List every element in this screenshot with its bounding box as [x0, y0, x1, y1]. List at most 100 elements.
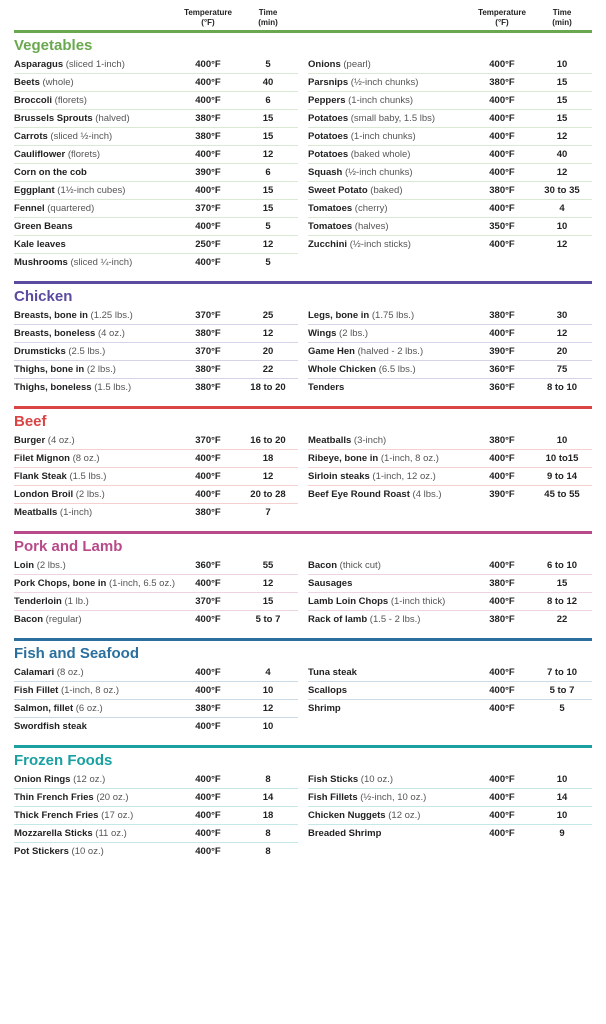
food-name: Potatoes (1-inch chunks) [308, 131, 472, 142]
section-title: Pork and Lamb [14, 538, 592, 555]
food-temp: 400°F [472, 792, 532, 803]
food-temp: 400°F [178, 453, 238, 464]
food-time: 15 [238, 596, 298, 607]
food-name: Meatballs (3-inch) [308, 435, 472, 446]
section: ChickenBreasts, bone in (1.25 lbs.)370°F… [14, 281, 592, 396]
food-temp: 400°F [178, 721, 238, 732]
right-column: Fish Sticks (10 oz.)400°F10Fish Fillets … [308, 771, 592, 860]
food-row: Bacon (thick cut)400°F6 to 10 [308, 557, 592, 575]
food-temp: 400°F [178, 810, 238, 821]
food-note: (baked whole) [348, 149, 410, 160]
food-name: Tomatoes (cherry) [308, 203, 472, 214]
food-time: 7 [238, 507, 298, 518]
food-note: (cherry) [352, 203, 387, 214]
food-row: Potatoes (baked whole)400°F40 [308, 146, 592, 164]
food-name: Chicken Nuggets (12 oz.) [308, 810, 472, 821]
food-name: Thighs, boneless (1.5 lbs.) [14, 382, 178, 393]
food-name: Onions (pearl) [308, 59, 472, 70]
food-name: Whole Chicken (6.5 lbs.) [308, 364, 472, 375]
section-bar [14, 281, 592, 284]
food-row: Pot Stickers (10 oz.)400°F8 [14, 843, 298, 860]
food-row: Swordfish steak400°F10 [14, 718, 298, 735]
food-time: 10 [532, 59, 592, 70]
food-name: Broccoli (florets) [14, 95, 178, 106]
food-note: (½-inch, 10 oz.) [358, 792, 427, 803]
food-temp: 400°F [472, 596, 532, 607]
food-temp: 400°F [472, 95, 532, 106]
food-temp: 400°F [472, 828, 532, 839]
food-temp: 380°F [178, 382, 238, 393]
food-name: Ribeye, bone in (1-inch, 8 oz.) [308, 453, 472, 464]
food-temp: 380°F [472, 310, 532, 321]
food-time: 20 [238, 346, 298, 357]
food-temp: 380°F [472, 77, 532, 88]
food-note: (1-inch thick) [388, 596, 445, 607]
left-column: Onion Rings (12 oz.)400°F8Thin French Fr… [14, 771, 298, 860]
food-time: 15 [532, 95, 592, 106]
food-row: Onions (pearl)400°F10 [308, 56, 592, 74]
food-note: (3-inch) [351, 435, 386, 446]
food-row: Fish Fillet (1-inch, 8 oz.)400°F10 [14, 682, 298, 700]
section-title: Vegetables [14, 37, 592, 54]
food-time: 10 [238, 721, 298, 732]
food-temp: 380°F [472, 435, 532, 446]
food-time: 7 to 10 [532, 667, 592, 678]
section-title: Frozen Foods [14, 752, 592, 769]
food-note: (sliced ½-inch) [48, 131, 112, 142]
food-name: Bacon (regular) [14, 614, 178, 625]
food-temp: 400°F [472, 149, 532, 160]
food-temp: 380°F [178, 703, 238, 714]
food-name: Potatoes (baked whole) [308, 149, 472, 160]
food-note: (2 lbs.) [336, 328, 368, 339]
food-row: Green Beans400°F5 [14, 218, 298, 236]
food-name: Lamb Loin Chops (1-inch thick) [308, 596, 472, 607]
food-row: Ribeye, bone in (1-inch, 8 oz.)400°F10 t… [308, 450, 592, 468]
food-time: 10 [238, 685, 298, 696]
food-row: Asparagus (sliced 1-inch)400°F5 [14, 56, 298, 74]
food-row: Game Hen (halved - 2 lbs.)390°F20 [308, 343, 592, 361]
food-time: 9 [532, 828, 592, 839]
food-note: (1 lb.) [62, 596, 89, 607]
food-note: (small baby, 1.5 lbs) [348, 113, 435, 124]
food-row: Tomatoes (cherry)400°F4 [308, 200, 592, 218]
food-temp: 400°F [178, 667, 238, 678]
food-time: 14 [532, 792, 592, 803]
food-note: (1-inch, 12 oz.) [370, 471, 436, 482]
food-note: (halved - 2 lbs.) [355, 346, 423, 357]
food-name: Meatballs (1-inch) [14, 507, 178, 518]
food-note: (½-inch chunks) [348, 77, 418, 88]
food-name: Thick French Fries (17 oz.) [14, 810, 178, 821]
food-name: Thin French Fries (20 oz.) [14, 792, 178, 803]
food-time: 5 [532, 703, 592, 714]
food-name: Breaded Shrimp [308, 828, 472, 839]
food-note: (florets) [65, 149, 100, 160]
food-name: Rack of lamb (1.5 - 2 lbs.) [308, 614, 472, 625]
left-column: Asparagus (sliced 1-inch)400°F5Beets (wh… [14, 56, 298, 271]
section-title: Chicken [14, 288, 592, 305]
food-row: London Broil (2 lbs.)400°F20 to 28 [14, 486, 298, 504]
food-temp: 400°F [472, 667, 532, 678]
food-row: Parsnips (½-inch chunks)380°F15 [308, 74, 592, 92]
food-time: 4 [238, 667, 298, 678]
food-row: Sausages380°F15 [308, 575, 592, 593]
food-temp: 350°F [472, 221, 532, 232]
food-note: (1-inch) [57, 507, 92, 518]
food-time: 12 [532, 131, 592, 142]
right-column: Bacon (thick cut)400°F6 to 10Sausages380… [308, 557, 592, 628]
food-note: (sliced 1-inch) [63, 59, 125, 70]
food-temp: 400°F [178, 257, 238, 268]
food-temp: 400°F [472, 774, 532, 785]
food-time: 40 [532, 149, 592, 160]
food-row: Kale leaves250°F12 [14, 236, 298, 254]
food-name: Tenderloin (1 lb.) [14, 596, 178, 607]
food-time: 10 [532, 774, 592, 785]
food-time: 15 [238, 203, 298, 214]
food-row: Zucchini (½-inch sticks)400°F12 [308, 236, 592, 253]
food-note: (1.75 lbs.) [369, 310, 414, 321]
food-temp: 360°F [178, 560, 238, 571]
food-time: 16 to 20 [238, 435, 298, 446]
food-row: Thighs, bone in (2 lbs.)380°F22 [14, 361, 298, 379]
food-temp: 360°F [472, 382, 532, 393]
food-time: 5 [238, 257, 298, 268]
food-temp: 390°F [472, 346, 532, 357]
